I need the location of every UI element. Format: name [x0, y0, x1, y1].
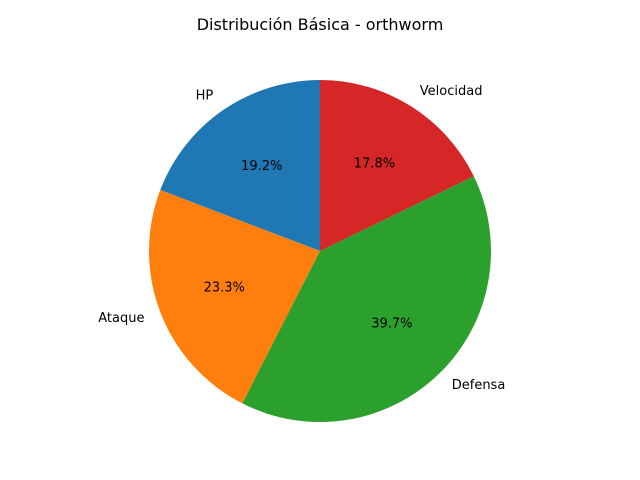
pie-slice-velocidad	[320, 80, 474, 251]
slice-label-defensa: Defensa	[452, 378, 506, 393]
slice-percent-velocidad: 17.8%	[354, 157, 395, 172]
slice-label-velocidad: Velocidad	[420, 84, 483, 99]
pie-slice-defensa	[242, 176, 492, 422]
slice-percent-defensa: 39.7%	[371, 317, 412, 332]
pie-slices	[149, 80, 492, 422]
pie-slice-ataque	[149, 190, 320, 404]
pie-slice-hp	[160, 80, 320, 251]
chart-title: Distribución Básica - orthworm	[197, 15, 444, 34]
pie-labels: HP 19.2% Ataque 23.3% Defensa 39.7% Velocidad 1…	[98, 84, 505, 393]
slice-percent-ataque: 23.3%	[204, 280, 245, 295]
slice-percent-hp: 19.2%	[241, 159, 282, 174]
slice-label-hp: HP	[196, 89, 214, 104]
slice-label-ataque: Ataque	[98, 311, 144, 326]
